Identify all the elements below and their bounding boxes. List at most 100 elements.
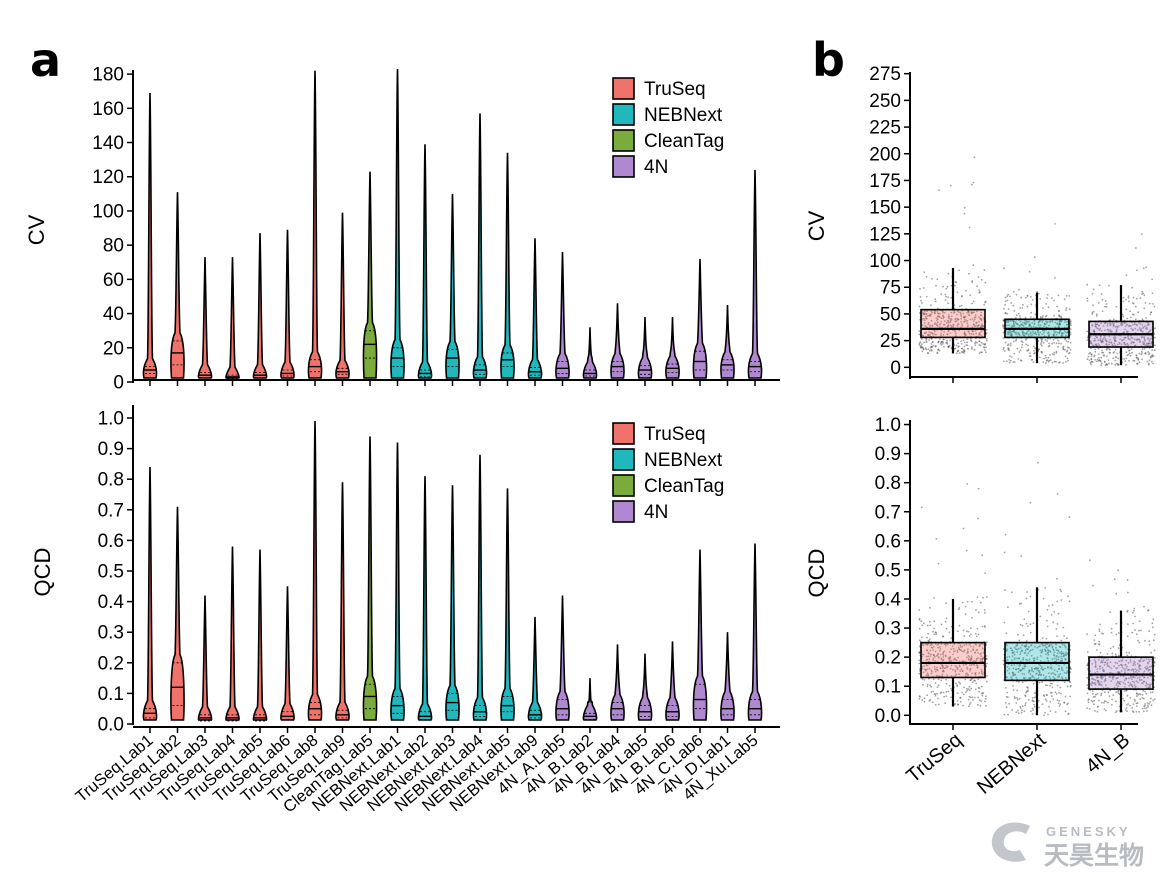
jitter-point (965, 319, 968, 322)
jitter-point (1152, 355, 1155, 357)
jitter-point (932, 344, 935, 347)
jitter-point (1002, 331, 1005, 334)
jitter-point (978, 352, 981, 354)
violin-shape (582, 327, 598, 379)
jitter-point (1148, 630, 1151, 632)
jitter-point (1030, 296, 1032, 298)
jitter-point (1129, 696, 1132, 699)
jitter-point (1115, 622, 1118, 625)
jitter-point (1090, 355, 1093, 358)
jitter-point (1122, 338, 1125, 341)
jitter-point (942, 338, 945, 341)
jitter-point (934, 693, 937, 696)
jitter-point (947, 272, 950, 275)
y-tick-label: 0.0 (875, 706, 901, 727)
jitter-point (937, 315, 939, 318)
jitter-point (1054, 321, 1057, 324)
jitter-point (1135, 297, 1138, 300)
jitter-point (1124, 336, 1127, 339)
jitter-point (1062, 362, 1064, 364)
jitter-point (1088, 352, 1090, 355)
y-tick-label: 60 (103, 270, 124, 291)
jitter-point (947, 320, 950, 323)
jitter-point (1033, 696, 1036, 699)
jitter-point (1146, 702, 1149, 704)
jitter-point (1057, 310, 1060, 313)
jitter-point (1086, 300, 1089, 302)
jitter-point (944, 293, 947, 296)
jitter-point (1129, 325, 1132, 327)
jitter-point (1048, 605, 1050, 607)
jitter-point (1054, 711, 1057, 713)
jitter-point (1154, 656, 1156, 659)
y-tick-label: 140 (92, 133, 124, 154)
jitter-point (952, 647, 955, 650)
jitter-point (1108, 695, 1111, 697)
jitter-point (1093, 703, 1095, 706)
jitter-point (1149, 701, 1152, 703)
jitter-point (1047, 337, 1049, 340)
jitter-point (1139, 297, 1142, 300)
jitter-point (1132, 622, 1135, 625)
jitter-point (961, 295, 963, 297)
jitter-point (1025, 296, 1027, 299)
jitter-point (1102, 337, 1105, 340)
jitter-point (932, 340, 934, 343)
jitter-point (1064, 355, 1067, 358)
jitter-point (1007, 347, 1010, 350)
jitter-point (1153, 698, 1156, 700)
jitter-point (1132, 341, 1134, 343)
jitter-point (1086, 297, 1089, 300)
jitter-point (944, 654, 947, 657)
jitter-point (966, 689, 968, 692)
jitter-point (1022, 321, 1024, 324)
jitter-point (1032, 345, 1035, 348)
jitter-point (1018, 333, 1020, 335)
jitter-point (1025, 338, 1027, 341)
jitter-point (1128, 349, 1130, 352)
jitter-point (965, 691, 967, 694)
jitter-point (927, 323, 929, 326)
jitter-point (974, 696, 976, 699)
jitter-point (1042, 597, 1045, 600)
jitter-point (1033, 256, 1036, 258)
jitter-point (944, 299, 947, 301)
jitter-point (968, 695, 971, 698)
jitter-point (1147, 322, 1149, 324)
jitter-point (1133, 322, 1136, 324)
jitter-point (950, 315, 953, 318)
jitter-point (1063, 681, 1066, 684)
jitter-point (1056, 331, 1059, 334)
jitter-point (1021, 307, 1024, 309)
jitter-point (1135, 356, 1138, 359)
violin-shape (445, 485, 460, 721)
jitter-point (954, 330, 956, 333)
jitter-point (1127, 295, 1130, 297)
jitter-point (1140, 327, 1143, 330)
jitter-point (956, 291, 959, 294)
jitter-point (1002, 659, 1005, 662)
jitter-point (1100, 632, 1103, 635)
jitter-point (1003, 551, 1006, 554)
jitter-point (1020, 555, 1023, 557)
jitter-point (1135, 705, 1138, 707)
jitter-point (961, 324, 964, 327)
jitter-point (1093, 354, 1096, 357)
jitter-point (929, 624, 932, 627)
jitter-point (1014, 317, 1017, 319)
jitter-point (950, 324, 952, 327)
jitter-point (948, 631, 951, 634)
jitter-point (1110, 342, 1113, 344)
jitter-point (1008, 324, 1010, 327)
jitter-point (937, 348, 940, 351)
jitter-point (926, 694, 928, 697)
jitter-point (1063, 635, 1065, 637)
jitter-point (1110, 631, 1113, 634)
jitter-point (1068, 308, 1071, 311)
jitter-point (942, 691, 945, 694)
jitter-point (1117, 364, 1120, 366)
jitter-point (959, 313, 962, 316)
jitter-point (1041, 333, 1044, 336)
jitter-point (1131, 351, 1133, 354)
jitter-point (973, 318, 976, 321)
